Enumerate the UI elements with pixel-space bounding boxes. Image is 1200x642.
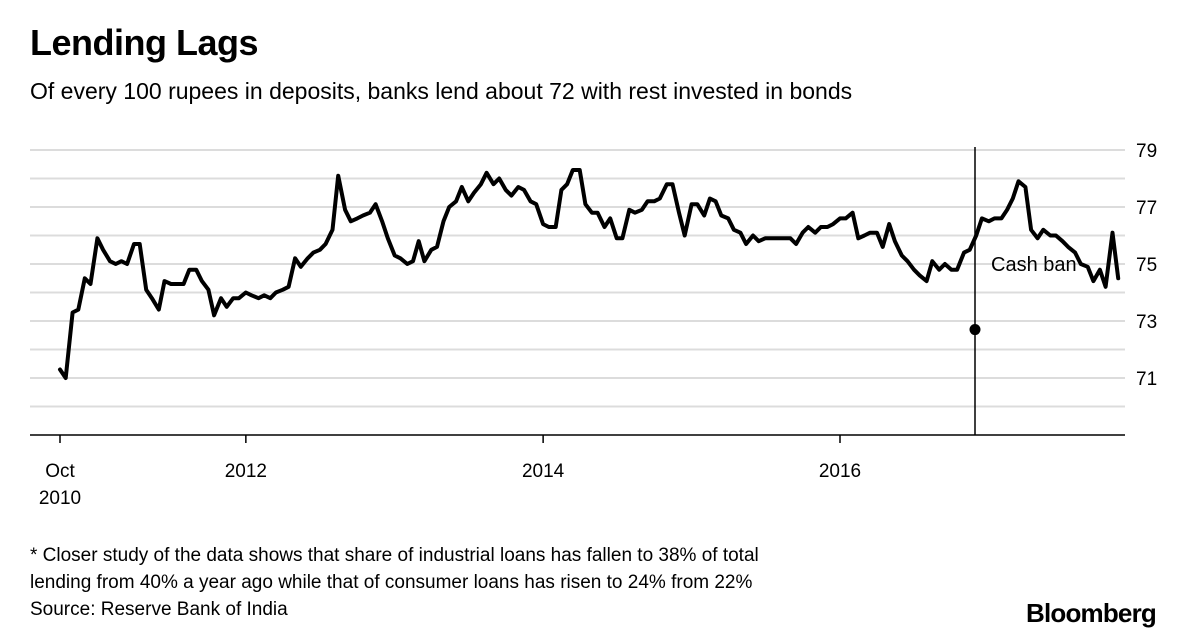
x-tick-label: 2014 [522, 461, 565, 482]
footnote: * Closer study of the data shows that sh… [30, 542, 759, 623]
y-tick-label: 75 [1136, 255, 1157, 276]
x-tick-label: Oct [45, 461, 75, 482]
y-axis-tick-labels: 71 73 75 77 79 [1136, 141, 1157, 390]
series-line [58, 168, 1121, 380]
footnote-line-1: * Closer study of the data shows that sh… [30, 545, 759, 566]
cash-ban-label: Cash ban [991, 254, 1077, 276]
x-tick-label: 2016 [819, 461, 861, 482]
chart-subtitle: Of every 100 rupees in deposits, banks l… [30, 78, 853, 104]
cash-ban-annotation: Cash ban [974, 147, 1077, 435]
y-tick-label: 71 [1136, 369, 1157, 390]
x-tick-label: 2012 [225, 461, 267, 482]
x-tick-label: 2010 [39, 488, 81, 509]
x-axis: Oct 2010 2012 2014 2016 [30, 434, 1125, 509]
y-tick-label: 73 [1136, 312, 1157, 333]
source-note: Source: Reserve Bank of India [30, 599, 288, 620]
y-tick-label: 79 [1136, 141, 1157, 162]
line-chart: 71 73 75 77 79 Oct 2010 2012 2014 2016 Cash ban [30, 141, 1157, 509]
chart-title: Lending Lags [30, 22, 259, 63]
gridlines [30, 149, 1125, 408]
footnote-line-2: lending from 40% a year ago while that o… [30, 572, 753, 593]
cash-ban-marker [969, 324, 981, 336]
y-tick-label: 77 [1136, 198, 1157, 219]
bloomberg-logo: Bloomberg [1025, 598, 1157, 628]
series-group [58, 168, 1121, 380]
